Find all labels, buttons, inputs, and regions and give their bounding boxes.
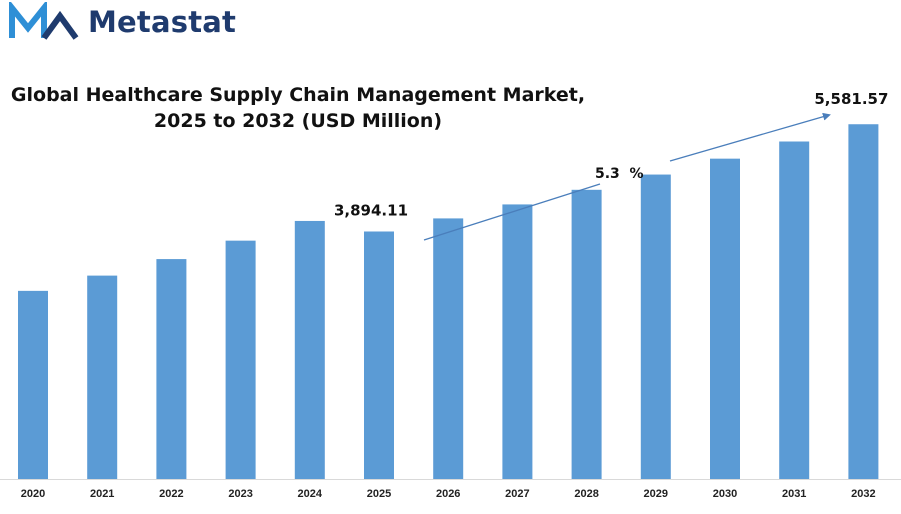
x-tick-label-2030: 2030 — [713, 488, 737, 500]
brand-logo: Metastat — [6, 2, 236, 46]
bar-2032 — [848, 124, 879, 479]
bar-2020 — [18, 290, 48, 479]
bar-2028 — [571, 189, 602, 479]
x-tick-label-2029: 2029 — [644, 488, 668, 500]
bar-2026 — [433, 218, 464, 479]
data-label-2025: 3,894.11 — [334, 201, 408, 219]
bar-2025 — [364, 231, 394, 479]
brand-name: Metastat — [88, 5, 237, 39]
data-labels: 3,894.11 5,581.57 — [334, 90, 888, 219]
x-tick-label-2025: 2025 — [367, 488, 391, 500]
bar-2030 — [710, 158, 740, 479]
x-tick-label-2028: 2028 — [574, 488, 598, 500]
bar-2031 — [779, 141, 810, 479]
x-tick-label-2023: 2023 — [228, 488, 252, 500]
x-axis-tick-labels: 2020 2021 2022 2023 2024 2025 2026 2027 2028 2029… — [21, 488, 876, 500]
data-label-2032: 5,581.57 — [814, 90, 888, 108]
bar-2029 — [640, 174, 671, 479]
x-tick-label-2021: 2021 — [90, 488, 114, 500]
chart-title-line-2: 2025 to 2032 (USD Million) — [153, 110, 443, 132]
x-tick-label-2022: 2022 — [159, 488, 183, 500]
bar-2027 — [502, 204, 533, 480]
x-tick-label-2031: 2031 — [782, 488, 806, 500]
x-tick-label-2032: 2032 — [851, 488, 875, 500]
cagr-label: 5.3 % — [595, 166, 644, 182]
bar-2021 — [87, 275, 118, 479]
growth-arrow-line-2 — [669, 112, 831, 162]
bar-2023 — [225, 240, 256, 479]
x-tick-label-2027: 2027 — [505, 488, 529, 500]
logo-m-icon — [9, 2, 79, 40]
x-tick-label-2024: 2024 — [298, 488, 323, 500]
chart-title-line-1: Global Healthcare Supply Chain Managemen… — [10, 84, 586, 106]
chart-title: Global Healthcare Supply Chain Managemen… — [0, 82, 596, 134]
growth-arrow-line — [423, 183, 601, 241]
x-tick-label-2020: 2020 — [21, 488, 45, 500]
x-tick-label-2026: 2026 — [436, 488, 460, 500]
bar-2024 — [294, 220, 325, 479]
bar-series — [0, 124, 901, 480]
bar-2022 — [156, 259, 187, 479]
